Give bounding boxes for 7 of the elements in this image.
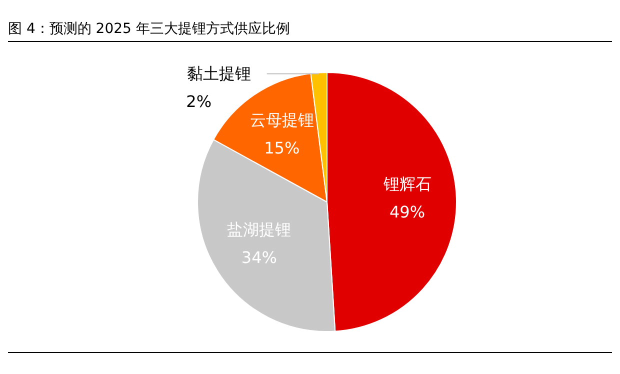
data-label: 49%: [389, 202, 426, 222]
data-label: 2%: [186, 92, 212, 111]
slice-label: 云母提锂: [250, 110, 314, 130]
slice-label: 锂辉石: [382, 174, 432, 194]
slice-label: 黏土提锂: [186, 64, 251, 83]
chart-title: 图 4：预测的 2025 年三大提锂方式供应比例: [8, 8, 612, 42]
data-label: 15%: [264, 138, 300, 158]
